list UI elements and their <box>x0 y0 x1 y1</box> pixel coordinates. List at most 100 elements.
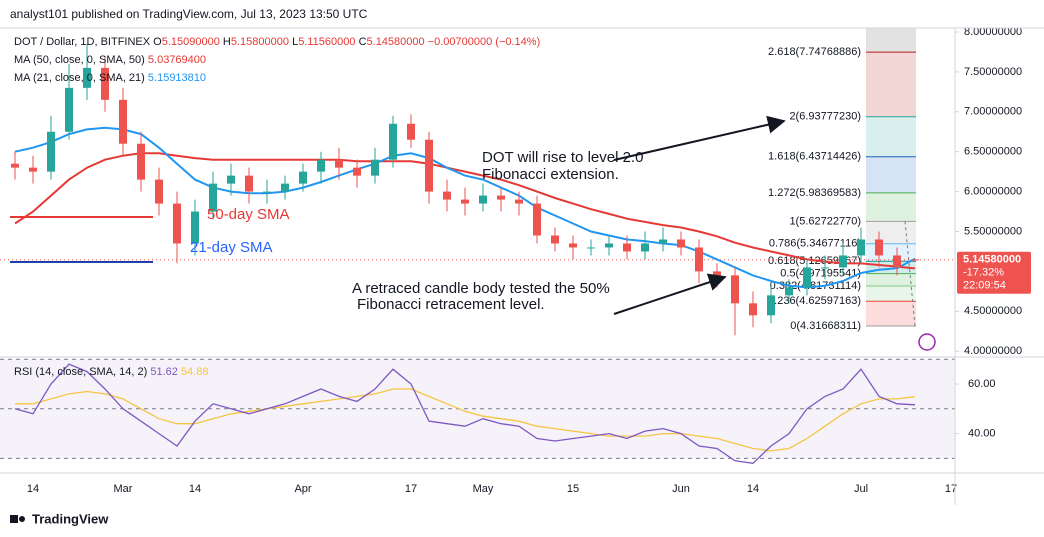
candle-body <box>389 123 397 160</box>
background-layer <box>0 28 955 459</box>
ohlc-value: 5.15800000 <box>231 36 289 48</box>
legend-line: DOT / Dollar, 1D, BITFINEX O5.15090000 H… <box>14 36 540 48</box>
ohlc-key: H <box>223 36 231 48</box>
fib-label: 0.786(5.34677116) <box>769 238 861 250</box>
x-tick-label: 14 <box>747 483 759 495</box>
price-change: -17.32% <box>963 267 1004 279</box>
fib-label: 0.5(4.97195541) <box>780 268 861 280</box>
y-tick-label: 7.00000000 <box>964 106 1022 118</box>
candle-body <box>209 183 217 212</box>
legend-name: MA (21, close, 0, SMA, 21) <box>14 72 145 84</box>
ohlc-value: 5.15090000 <box>162 36 220 48</box>
fib-label: 2(6.93777230) <box>789 111 861 123</box>
fib-label: 0(4.31668311) <box>790 320 861 332</box>
fib-band <box>866 192 916 222</box>
candle-body <box>11 163 19 168</box>
candle-body <box>371 159 379 176</box>
candle-body <box>479 195 487 204</box>
annotation: DOT will rise to level 2.0 <box>482 149 643 166</box>
candle-body <box>227 175 235 184</box>
alert-icon[interactable] <box>918 333 936 351</box>
x-tick-label: 15 <box>567 483 579 495</box>
legend-value: 54.88 <box>181 366 209 378</box>
price-label: 5.14580000 <box>963 254 1021 266</box>
y-tick-label: 6.50000000 <box>964 146 1022 158</box>
fib-band <box>866 221 916 244</box>
y-tick-label: 5.50000000 <box>964 225 1022 237</box>
y-tick-label: 40.00 <box>968 427 996 439</box>
candle-body <box>101 67 109 100</box>
y-tick-label: 4.50000000 <box>964 305 1022 317</box>
plot-layer: 14 Mar 14 Apr 17 May 15 Jun 14 Jul 17 2.618(7.74768… <box>0 26 1031 495</box>
x-tick-label: Apr <box>294 483 311 495</box>
logo <box>19 516 25 522</box>
legend-value: 5.15913810 <box>148 72 206 84</box>
legend-value: 51.62 <box>150 366 178 378</box>
annotation: Fibonacci extension. <box>482 166 619 183</box>
legend-entry: MA (50, close, 0, SMA, 50) 5.03769400 <box>14 54 206 66</box>
candle-body <box>533 203 541 236</box>
candle-body <box>587 247 595 249</box>
candle-body <box>299 171 307 184</box>
x-tick-label: Jun <box>672 483 690 495</box>
candle-body <box>65 87 73 132</box>
candle-body <box>173 203 181 244</box>
annotation: 21-day SMA <box>190 239 273 256</box>
candle-body <box>47 131 55 172</box>
x-tick-label: 14 <box>27 483 39 495</box>
fib-label: 0.236(4.62597163) <box>768 295 861 307</box>
series-line <box>14 126 916 289</box>
candle-body <box>623 243 631 252</box>
candle-body <box>677 239 685 248</box>
series-line <box>14 363 916 464</box>
x-tick-label: 17 <box>945 483 957 495</box>
ohlc-value: 5.11560000 <box>298 36 355 48</box>
fib-band <box>866 116 916 157</box>
legend-name: MA (50, close, 0, SMA, 50) <box>14 54 145 66</box>
candle-body <box>29 167 37 172</box>
candle-body <box>353 167 361 176</box>
candle-body <box>821 267 829 269</box>
legend-name: RSI (14, close, SMA, 14, 2) <box>14 366 147 378</box>
candle-body <box>569 243 577 248</box>
ohlc-key: O <box>153 36 162 48</box>
fib-band <box>866 52 916 117</box>
candle-body <box>911 259 919 261</box>
candle-body <box>317 159 325 172</box>
fib-label: 1.618(6.43714426) <box>768 151 861 163</box>
annotation: Fibonacci retracement level. <box>357 296 545 313</box>
arrow <box>613 273 727 315</box>
x-tick-label: Mar <box>114 483 133 495</box>
y-tick-label: 7.50000000 <box>964 66 1022 78</box>
logo <box>10 515 18 523</box>
y-tick-label: 8.00000000 <box>964 26 1022 38</box>
header: analyst101 published on TradingView.com,… <box>10 7 368 21</box>
candle-body <box>893 255 901 268</box>
candle-body <box>407 123 415 140</box>
candle-body <box>659 239 667 244</box>
legend-entry: MA (21, close, 0, SMA, 21) 5.15913810 <box>14 72 206 84</box>
ohlc-value: 5.14580000 <box>367 36 425 48</box>
ohlc-key: C <box>359 36 367 48</box>
candle-body <box>749 303 757 316</box>
fib-top-box <box>866 28 916 53</box>
candle-body <box>857 239 865 256</box>
x-tick-label: 14 <box>189 483 201 495</box>
fib-label: 1.272(5.98369583) <box>768 187 861 199</box>
candle-body <box>515 199 523 204</box>
annotation: A retraced candle body tested the 50% <box>352 280 610 297</box>
candle-body <box>605 243 613 248</box>
symbol-title: DOT / Dollar, 1D, BITFINEX <box>14 36 151 48</box>
x-tick-label: Jul <box>854 483 868 495</box>
ohlc-key: L <box>292 36 298 48</box>
x-tick-label: 17 <box>405 483 417 495</box>
candle-body <box>425 139 433 192</box>
candle-body <box>119 99 127 144</box>
fib-label: 2.618(7.74768886) <box>768 46 861 58</box>
fib-label: 1(5.62722770) <box>789 215 861 227</box>
ohlc-change: −0.00700000 (−0.14%) <box>428 36 541 48</box>
price-label-box <box>957 251 1031 294</box>
